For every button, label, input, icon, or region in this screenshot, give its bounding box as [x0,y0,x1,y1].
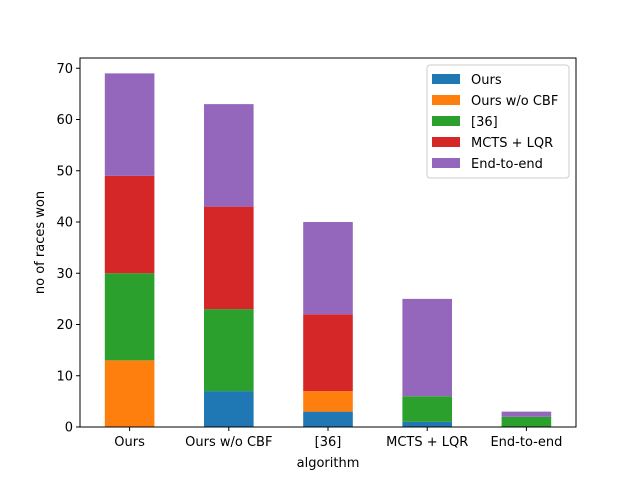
bar-4-2 [303,222,353,315]
y-axis-ticks: 0 10 20 30 40 50 60 70 [56,62,80,436]
bar-2-1 [204,309,254,392]
legend-swatch-4 [432,158,460,168]
bar-4-1 [204,104,254,207]
bar-0-2 [303,411,353,427]
x-tick-label-1: Ours w/o CBF [185,435,272,450]
y-tick-label-0: 0 [65,421,73,436]
legend: Ours Ours w/o CBF [36] MCTS + LQR End-to-end [426,64,570,179]
y-tick-label-1: 10 [56,369,73,384]
bar-2-0 [104,273,155,361]
bars-group [104,73,552,427]
y-tick-label-6: 60 [56,113,73,128]
bar-3-0 [104,175,155,274]
y-tick-label-4: 40 [56,216,73,231]
legend-label-3: MCTS + LQR [471,136,553,151]
x-tick-label-4: End-to-end [490,435,562,450]
bar-3-1 [204,206,254,310]
bar-1-2 [303,391,353,412]
legend-swatch-0 [432,74,460,84]
x-tick-label-0: Ours [114,435,145,450]
bar-2-4 [501,416,552,427]
y-tick-label-2: 20 [56,318,73,333]
bar-1-0 [104,360,155,427]
legend-label-0: Ours [471,73,502,88]
x-axis-label: algorithm [297,456,360,471]
bar-4-3 [402,298,452,397]
bar-3-2 [303,314,353,392]
y-tick-label-7: 70 [56,62,73,77]
legend-swatch-2 [432,116,460,126]
bar-0-3 [402,421,452,427]
bar-0-1 [204,391,254,427]
legend-label-2: [36] [471,115,498,130]
y-tick-label-5: 50 [56,164,73,179]
x-tick-label-2: [36] [315,435,342,450]
x-axis-ticks: Ours Ours w/o CBF [36] MCTS + LQR End-to-end [114,427,562,450]
y-axis-label: no of races won [33,191,48,294]
bar-4-0 [104,73,155,176]
legend-label-4: End-to-end [471,157,543,172]
x-tick-label-3: MCTS + LQR [386,435,468,450]
legend-label-1: Ours w/o CBF [471,94,558,109]
bar-2-3 [402,396,452,422]
legend-swatch-1 [432,95,460,105]
legend-box [426,64,570,179]
bar-4-4 [501,411,552,417]
y-tick-label-3: 30 [56,267,73,282]
legend-swatch-3 [432,137,460,147]
